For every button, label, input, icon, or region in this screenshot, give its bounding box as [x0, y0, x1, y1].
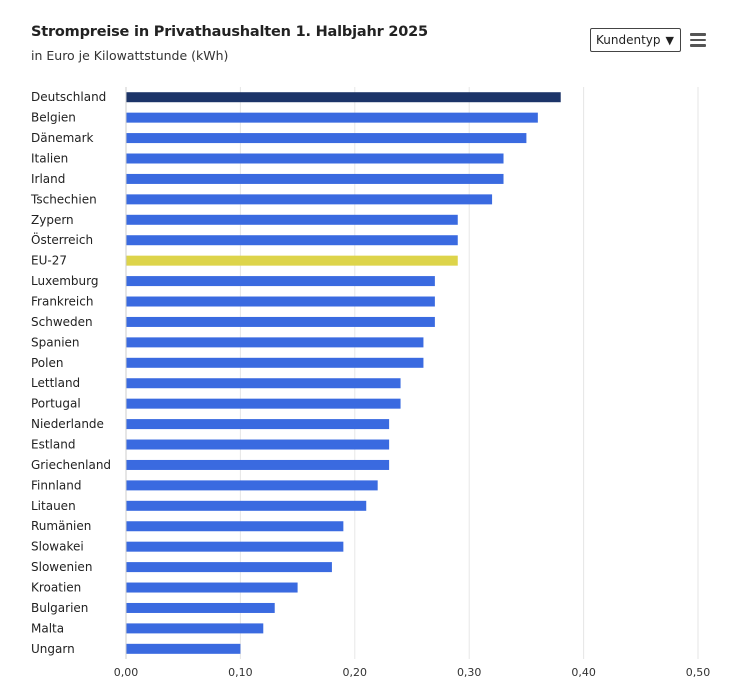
category-label: Bulgarien: [31, 601, 88, 615]
bar: [126, 235, 458, 246]
category-label: Kroatien: [31, 581, 81, 595]
category-label: Griechenland: [31, 458, 111, 472]
category-label: Niederlande: [31, 417, 104, 431]
bar: [126, 439, 390, 450]
bar: [126, 480, 378, 491]
bar: [126, 562, 332, 573]
category-label: Litauen: [31, 499, 76, 513]
category-label: Tschechien: [30, 192, 97, 206]
bar: [126, 112, 538, 123]
hamburger-menu-icon[interactable]: [690, 33, 706, 47]
x-tick-label: 0,50: [686, 666, 711, 679]
category-label: Schweden: [31, 315, 93, 329]
category-label: Slowenien: [31, 560, 92, 574]
bar: [126, 521, 344, 532]
category-label: Italien: [31, 152, 68, 166]
chart-title: Strompreise in Privathaushalten 1. Halbj…: [31, 24, 428, 40]
bar: [126, 378, 401, 389]
chart-subtitle: in Euro je Kilowattstunde (kWh): [31, 48, 229, 63]
x-tick-label: 0,40: [571, 666, 596, 679]
customer-type-label: Kundentyp: [596, 33, 661, 47]
category-label: Deutschland: [31, 90, 106, 104]
category-label: Luxemburg: [31, 274, 98, 288]
category-label: Österreich: [31, 231, 93, 247]
category-label: Polen: [31, 356, 63, 370]
x-tick-label: 0,10: [228, 666, 253, 679]
category-label: Finnland: [31, 478, 81, 492]
bar: [126, 296, 435, 307]
category-label: Irland: [31, 172, 65, 186]
category-label: Estland: [31, 438, 75, 452]
bar: [126, 276, 435, 287]
customer-type-dropdown[interactable]: Kundentyp ▼: [590, 28, 681, 52]
bar: [126, 92, 561, 103]
bar: [126, 173, 504, 184]
bar: [126, 602, 275, 613]
category-label: Dänemark: [31, 131, 94, 145]
bar: [126, 194, 493, 205]
bar: [126, 541, 344, 552]
bar: [126, 357, 424, 368]
x-tick-label: 0,20: [343, 666, 368, 679]
bar: [126, 337, 424, 348]
category-label: Rumänien: [31, 519, 91, 533]
bar: [126, 419, 390, 430]
bar: [126, 153, 504, 164]
category-label: Ungarn: [31, 642, 75, 656]
bar: [126, 643, 241, 654]
bar: [126, 316, 435, 327]
bar: [126, 255, 458, 266]
bar: [126, 623, 264, 634]
category-label: EU-27: [31, 254, 67, 268]
bar: [126, 500, 367, 511]
category-label: Lettland: [31, 376, 80, 390]
bar: [126, 582, 298, 593]
bar: [126, 398, 401, 409]
category-label: Zypern: [31, 213, 74, 227]
category-label: Frankreich: [31, 295, 93, 309]
category-label: Malta: [31, 621, 64, 635]
category-label: Portugal: [31, 397, 81, 411]
chevron-down-icon: ▼: [665, 33, 674, 47]
bar: [126, 459, 390, 470]
category-label: Spanien: [31, 335, 80, 349]
category-label: Slowakei: [31, 540, 84, 554]
x-tick-label: 0,00: [114, 666, 139, 679]
bar: [126, 133, 527, 144]
bar: [126, 214, 458, 225]
x-tick-label: 0,30: [457, 666, 482, 679]
category-label: Belgien: [31, 111, 76, 125]
